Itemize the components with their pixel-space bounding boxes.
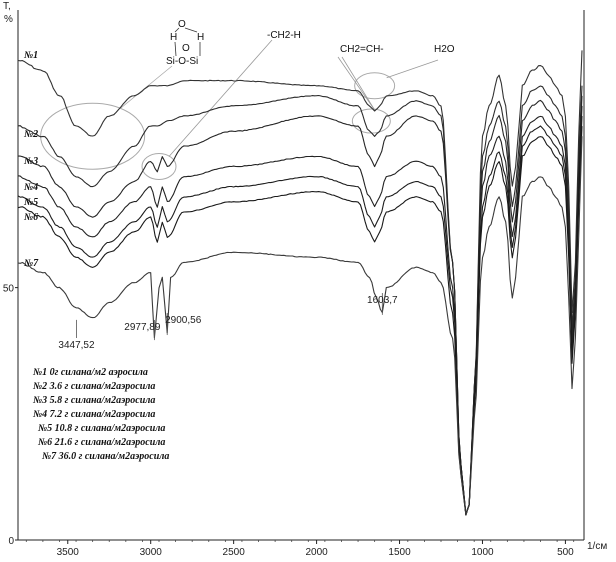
legend-entry-1: №1 0г силана/м2 аэросила (32, 367, 148, 378)
series-line-6 (17, 126, 583, 516)
structure-o-mid: O (182, 43, 190, 54)
y-axis-label-line-1: T, (3, 1, 11, 12)
peak-label: 1603,7 (367, 295, 398, 306)
ch2-h-leader (168, 39, 273, 157)
legend-entry-6: №6 21.6 г силана/м2аэросила (37, 437, 165, 448)
x-tick-label: 500 (557, 547, 574, 558)
ch2-ch-leader-2 (337, 56, 376, 112)
x-tick-label: 3500 (57, 547, 80, 558)
series-tags: №1 №2 №3 №4 №5 №6 №7 (23, 50, 39, 269)
ch2-h-label: -CH2-H (267, 30, 301, 41)
y-tick-label: 0 (8, 536, 14, 547)
ch2-h-ring (141, 152, 177, 180)
x-tick-label: 3000 (140, 547, 163, 558)
structure-o-top: O (178, 19, 186, 30)
peak-label: 2977,89 (124, 322, 161, 333)
series-line-4 (17, 105, 583, 516)
axes: T,% 1/см (3, 1, 607, 552)
ch2-ch-leader (341, 56, 376, 112)
annotations: -CH2-H CH2=CH- H2O OH HO Si-O-Si (40, 19, 455, 180)
legend-entry-4: №4 7.2 г силана/м2аэросила (32, 409, 155, 420)
h2o-leader (386, 59, 439, 79)
series-tag-7: №7 (23, 258, 39, 269)
series-line-1 (17, 50, 583, 516)
ch2-ch-ring (351, 108, 391, 134)
x-axis-label: 1/см (587, 541, 607, 552)
x-tick-label: 2000 (305, 547, 328, 558)
series-tag-2: №2 (23, 129, 38, 140)
h2o-label: H2O (434, 44, 455, 55)
y-axis-label-line-2: % (4, 14, 13, 25)
h2o-ring (354, 72, 396, 100)
x-tick-label: 1500 (388, 547, 411, 558)
series-line-7 (17, 136, 583, 516)
series-tag-3: №3 (23, 156, 38, 167)
series-line-5 (17, 115, 583, 516)
structure-bond (174, 27, 180, 33)
legend-entry-2: №2 3.6 г силана/м2аэросила (32, 381, 155, 392)
legend-entry-5: №5 10.8 г силана/м2аэросила (37, 423, 165, 434)
spectra (17, 50, 583, 516)
ticks: 3500 3000 2500 2000 1500 1000 500 0 50 (3, 284, 574, 558)
series-tag-6: №6 (23, 212, 38, 223)
series-tag-1: №1 (23, 50, 38, 61)
y-tick-label: 50 (3, 284, 15, 295)
series-line-3 (18, 95, 583, 515)
structure-h-left: H (170, 32, 177, 43)
structure-bond (174, 41, 177, 57)
structure-h-right: H (197, 32, 204, 43)
x-tick-label: 1000 (471, 547, 494, 558)
peak-label: 2900,56 (165, 315, 202, 326)
legend-entry-7: №7 36.0 г силана/м2аэросила (41, 451, 169, 462)
legend-entry-3: №3 5.8 г силана/м2аэросила (32, 395, 155, 406)
peak-label: 3447,52 (58, 340, 95, 351)
x-tick-label: 2500 (223, 547, 246, 558)
si-o-si-ring (40, 102, 146, 170)
peak-labels: 3447,52 2977,89 2900,56 1603,7 (58, 293, 398, 351)
series-tag-5: №5 (23, 197, 38, 208)
legend: №1 0г силана/м2 аэросила №2 3.6 г силана/… (32, 367, 169, 462)
series-tag-4: №4 (23, 182, 38, 193)
structure-si-o-si: Si-O-Si (166, 56, 198, 67)
ch2-ch-label: CH2=CH- (340, 44, 384, 55)
structure-bond (184, 27, 198, 33)
series-line-2 (17, 85, 583, 516)
